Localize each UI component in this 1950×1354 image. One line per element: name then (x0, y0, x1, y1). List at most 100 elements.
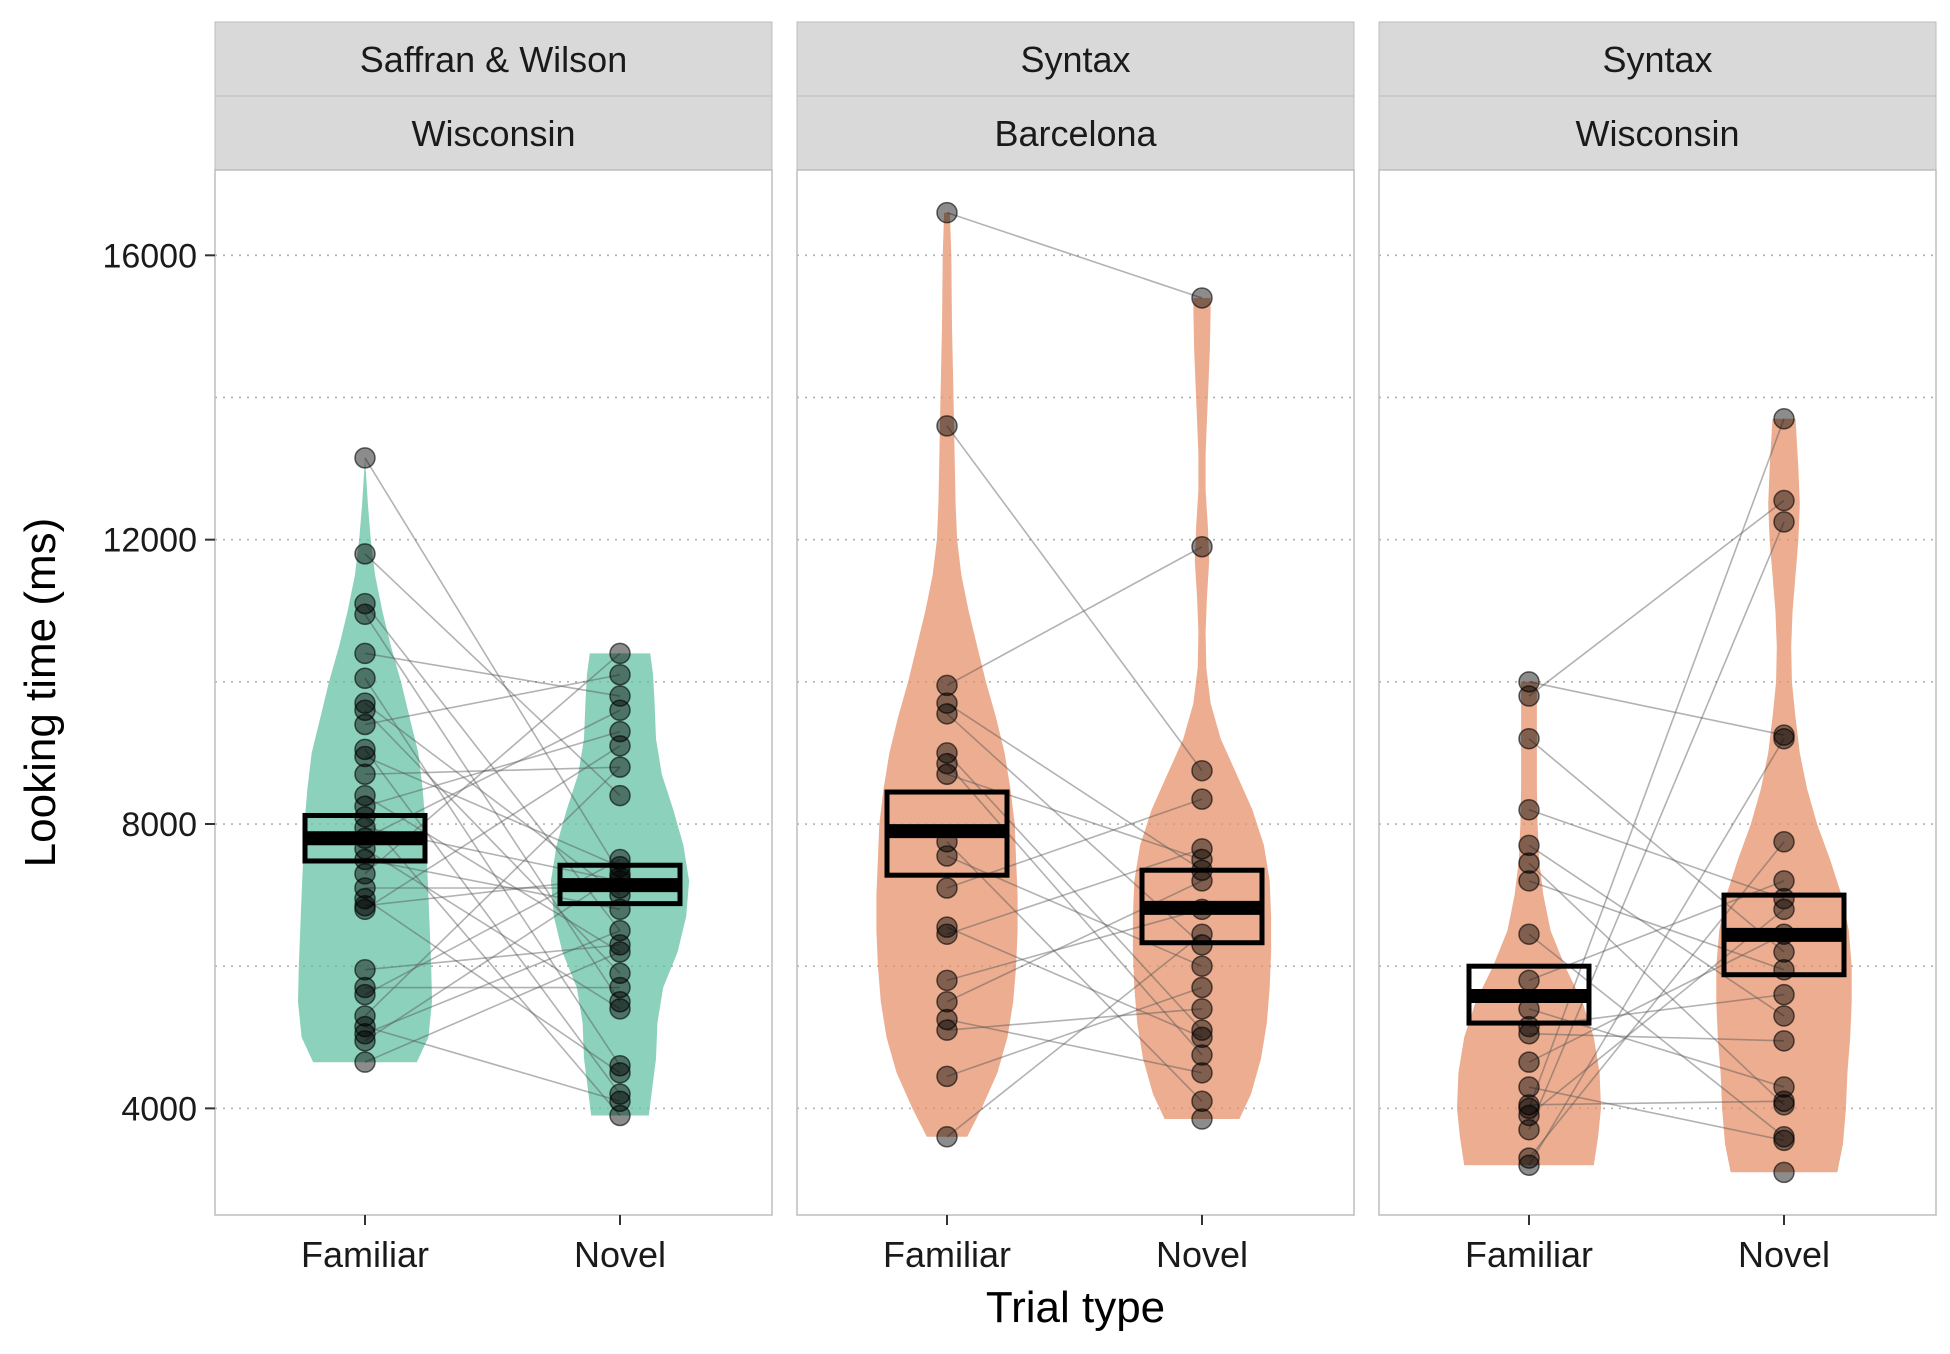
pair-line (1528, 1032, 1785, 1042)
pair-line (364, 755, 621, 868)
data-point (936, 742, 958, 764)
data-point (354, 543, 376, 565)
pair-line (946, 773, 1203, 861)
data-point (354, 1051, 376, 1073)
pair-line (364, 897, 621, 1074)
data-point (936, 877, 958, 899)
data-point (1773, 511, 1795, 533)
pair-line (946, 908, 1203, 982)
data-point (1773, 1005, 1795, 1027)
y-axis-title: Looking time (ms) (16, 518, 65, 868)
pair-line (364, 794, 621, 953)
data-point (609, 1062, 631, 1084)
data-point (1518, 923, 1540, 945)
strip-top-bg (796, 21, 1355, 97)
data-point (1191, 1108, 1213, 1130)
data-point (609, 1083, 631, 1105)
pair-line (946, 211, 1203, 299)
strip-label-top: Syntax (1602, 39, 1712, 80)
x-axis-title: Trial type (986, 1283, 1165, 1332)
data-point (1773, 1030, 1795, 1052)
pair-line (1528, 1100, 1785, 1106)
pair-line (364, 553, 621, 797)
pair-line (1528, 1086, 1785, 1142)
data-point (936, 201, 958, 224)
data-point (1773, 724, 1795, 746)
pair-line (1528, 933, 1785, 1063)
pair-line (946, 848, 1203, 935)
data-point (609, 685, 631, 707)
data-point (936, 692, 958, 714)
pair-line (1528, 738, 1785, 1166)
data-point (354, 745, 376, 768)
data-point (1518, 1015, 1540, 1038)
pair-line (364, 748, 621, 1095)
data-point (1773, 1076, 1795, 1098)
data-point (1773, 870, 1795, 892)
data-point (936, 1126, 958, 1148)
data-point (936, 916, 958, 938)
pair-line (364, 848, 621, 1010)
strip-label-bottom: Wisconsin (1575, 113, 1739, 154)
data-point (1191, 1062, 1213, 1084)
strip-top-bg (1378, 21, 1937, 97)
panel-border (214, 169, 773, 1216)
data-point (1191, 1019, 1213, 1041)
pair-line (364, 816, 621, 1116)
data-point (1518, 799, 1540, 821)
x-tick-label: Novel (574, 1234, 666, 1275)
data-point (1518, 1051, 1540, 1073)
data-point (354, 763, 376, 786)
data-point (936, 923, 958, 945)
data-point (1191, 788, 1213, 810)
pair-line (946, 702, 1203, 871)
data-point (936, 415, 958, 437)
data-point (354, 1022, 376, 1045)
pair-line (946, 752, 1203, 1031)
data-point (936, 969, 958, 992)
strip-top-bg (214, 21, 773, 97)
pair-line (364, 730, 621, 808)
pair-line (1528, 809, 1785, 900)
pair-line (946, 1008, 1203, 1031)
pair-line (946, 763, 1203, 1056)
data-point (936, 1065, 958, 1088)
pair-line (364, 677, 621, 1067)
pair-line (364, 603, 621, 932)
pair-line (946, 926, 1203, 1039)
panel-2: Syntax Barcelona Familiar Novel (796, 21, 1355, 1275)
data-point (1518, 1147, 1540, 1169)
strip-label-bottom: Barcelona (994, 113, 1157, 154)
data-point (1518, 1094, 1540, 1116)
data-point (609, 720, 631, 743)
y-tick-label: 12000 (102, 522, 197, 560)
pair-line (1528, 862, 1785, 1106)
pair-line (1528, 521, 1785, 1131)
data-point (354, 983, 376, 1006)
strip-label-bottom: Wisconsin (411, 113, 575, 154)
x-tick-label: Familiar (883, 1234, 1011, 1275)
data-point (609, 1090, 631, 1113)
data-point (354, 784, 376, 807)
pair-line (364, 929, 621, 1035)
data-point (609, 919, 631, 942)
data-point (1191, 1026, 1213, 1049)
y-tick-label: 16000 (102, 237, 197, 275)
data-point (1518, 671, 1540, 693)
data-point (354, 895, 376, 917)
data-point (609, 1054, 631, 1077)
violin-novel (1716, 418, 1852, 1173)
data-point (354, 976, 376, 999)
pair-line (946, 933, 1203, 1138)
pair-line (364, 673, 621, 726)
pair-line (1528, 908, 1785, 1117)
data-point (1191, 1044, 1213, 1066)
strip-label-top: Syntax (1020, 39, 1130, 80)
data-point (1191, 759, 1213, 782)
data-point (1773, 831, 1795, 853)
pair-line (946, 546, 1203, 687)
data-point (936, 1008, 958, 1031)
strip-bottom-bg (796, 95, 1355, 171)
